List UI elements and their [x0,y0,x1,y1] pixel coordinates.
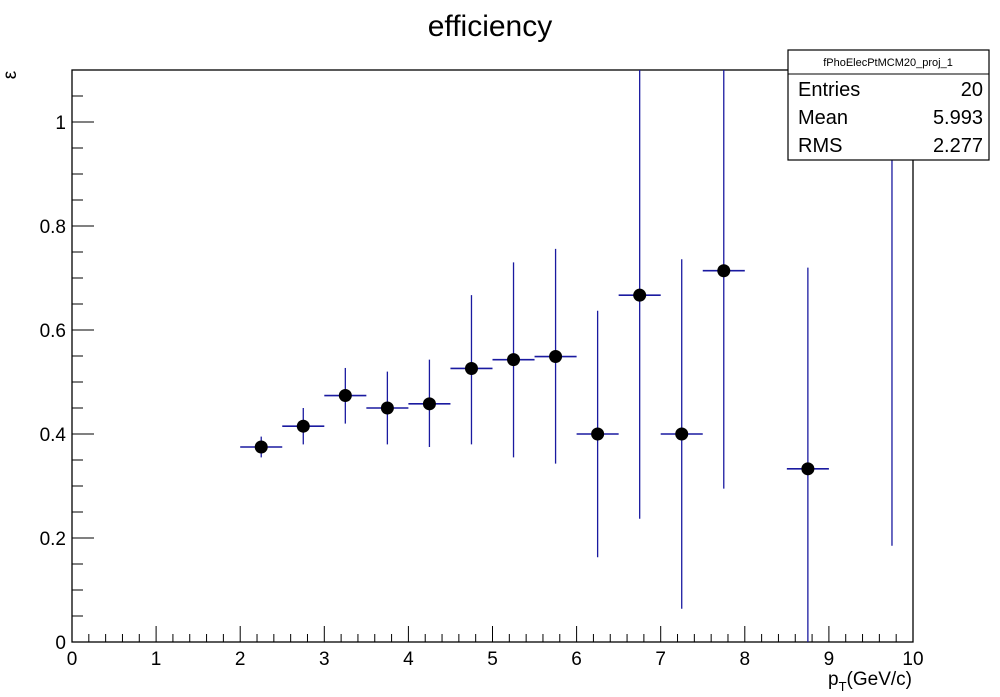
stats-mean-value: 5.993 [933,107,983,129]
stats-box-name: fPhoElecPtMCM20_proj_1 [823,57,953,69]
data-point [296,419,310,433]
data-point [549,350,563,364]
data-point [717,264,731,278]
x-axis-label-main: p [828,669,839,690]
data-point [254,440,268,454]
x-tick-label: 8 [740,649,751,670]
x-tick-label: 6 [571,649,582,670]
data-point [675,427,689,441]
stats-box: fPhoElecPtMCM20_proj_1 Entries 20 Mean 5… [787,49,990,161]
x-axis-label-subscript: T [839,679,847,694]
y-tick-label: 0.6 [40,321,66,342]
y-tick-label: 0.4 [40,425,67,446]
x-tick-label: 3 [319,649,330,670]
x-axis-label-unit: (GeV/c) [847,669,912,690]
x-tick-label: 7 [655,649,666,670]
x-axis-label: pT(GeV/c) [828,669,912,694]
chart-title: efficiency [428,10,553,43]
x-tick-label: 0 [67,649,78,670]
stats-entries-label: Entries [798,79,860,101]
x-tick-label: 1 [151,649,162,670]
data-point [801,462,815,476]
x-tick-label: 5 [487,649,498,670]
plot-frame [71,69,914,643]
x-tick-label: 2 [235,649,246,670]
plot-frame-border [71,69,914,643]
stats-mean-label: Mean [798,107,848,129]
x-tick-label: 10 [902,649,923,670]
stats-box-border [787,49,990,161]
x-tick-label: 4 [403,649,414,670]
data-point [464,361,478,375]
data-points [240,70,893,642]
data-point [422,397,436,411]
stats-rms-label: RMS [798,135,842,157]
data-point [338,389,352,403]
stats-entries-value: 20 [961,79,983,101]
y-tick-label: 1 [55,113,66,134]
y-tick-label: 0.8 [40,217,66,238]
y-axis-label: ε [0,70,21,79]
x-tick-label: 9 [824,649,835,670]
data-point [507,353,521,367]
y-tick-label: 0.2 [40,529,66,550]
data-point [380,401,394,415]
y-tick-label: 0 [55,633,66,654]
axis-ticks: 0 1 2 3 4 5 6 7 8 9 10 0 0.2 0.4 0.6 0.8 1 [40,69,924,670]
stats-rms-value: 2.277 [933,135,983,157]
data-point [591,427,605,441]
data-point [633,288,647,302]
